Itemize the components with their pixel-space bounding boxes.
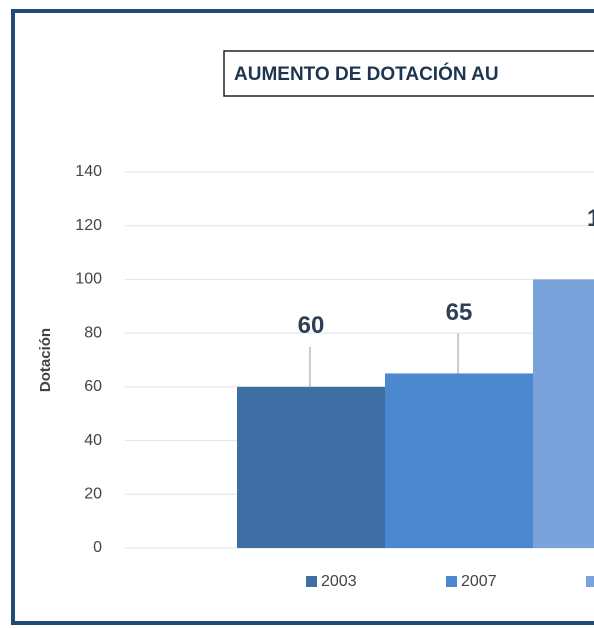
y-tick-label: 40 <box>84 432 102 449</box>
legend-swatch <box>586 576 594 587</box>
legend-label: 2003 <box>321 573 357 590</box>
y-tick-label: 100 <box>75 271 102 288</box>
y-tick-label: 140 <box>75 163 102 180</box>
legend-label: 2007 <box>461 573 497 590</box>
value-label: 65 <box>446 299 473 326</box>
legend-swatch <box>306 576 317 587</box>
y-tick-label: 20 <box>84 486 102 503</box>
bar <box>385 373 533 548</box>
y-tick-label: 60 <box>84 378 102 395</box>
y-tick-label: 80 <box>84 324 102 341</box>
frame <box>11 9 594 625</box>
y-tick-label: 0 <box>93 539 102 556</box>
y-tick-label: 120 <box>75 217 102 234</box>
bar <box>237 386 385 548</box>
chart-title: AUMENTO DE DOTACIÓN AU <box>234 63 499 85</box>
value-label: 100 <box>587 205 594 232</box>
title-box <box>223 50 594 97</box>
value-label: 60 <box>298 312 325 339</box>
bar <box>533 279 594 548</box>
y-axis-title: Dotación <box>37 328 54 392</box>
legend-swatch <box>446 576 457 587</box>
